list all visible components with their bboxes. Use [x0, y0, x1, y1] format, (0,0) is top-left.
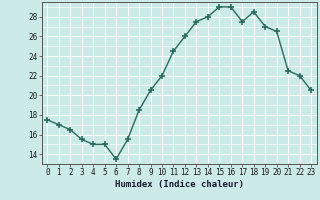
X-axis label: Humidex (Indice chaleur): Humidex (Indice chaleur) — [115, 180, 244, 189]
